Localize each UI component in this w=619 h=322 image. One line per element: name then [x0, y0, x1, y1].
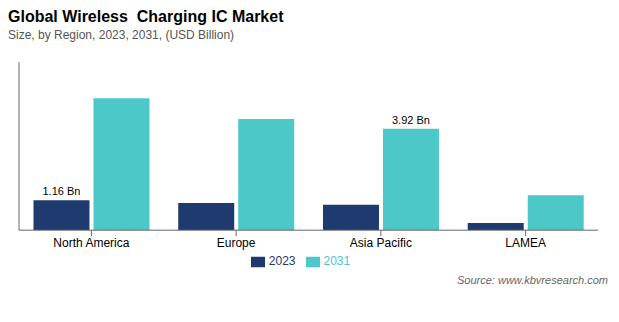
html-text:Source: www.kbvresearch.com: Source: www.kbvresearch.com: [457, 274, 608, 286]
svg-text:Europe: Europe: [217, 236, 256, 250]
html-text:2031: 2031: [323, 254, 351, 269]
svg-text:1.16 Bn: 1.16 Bn: [43, 185, 81, 197]
html-text:Size, by Region, 2023, 2031, (: Size, by Region, 2023, 2031, (USD Billio…: [8, 28, 235, 42]
svg-text:LAMEA: LAMEA: [505, 236, 546, 250]
svg-text:North America: North America: [53, 236, 129, 250]
html-text:2023: 2023: [268, 254, 296, 269]
svg-text:Asia Pacific: Asia Pacific: [350, 236, 412, 250]
svg-text:3.92 Bn: 3.92 Bn: [392, 114, 430, 126]
html-text:Global Wireless Charging IC Ma: Global Wireless Charging IC Market: [8, 8, 284, 25]
